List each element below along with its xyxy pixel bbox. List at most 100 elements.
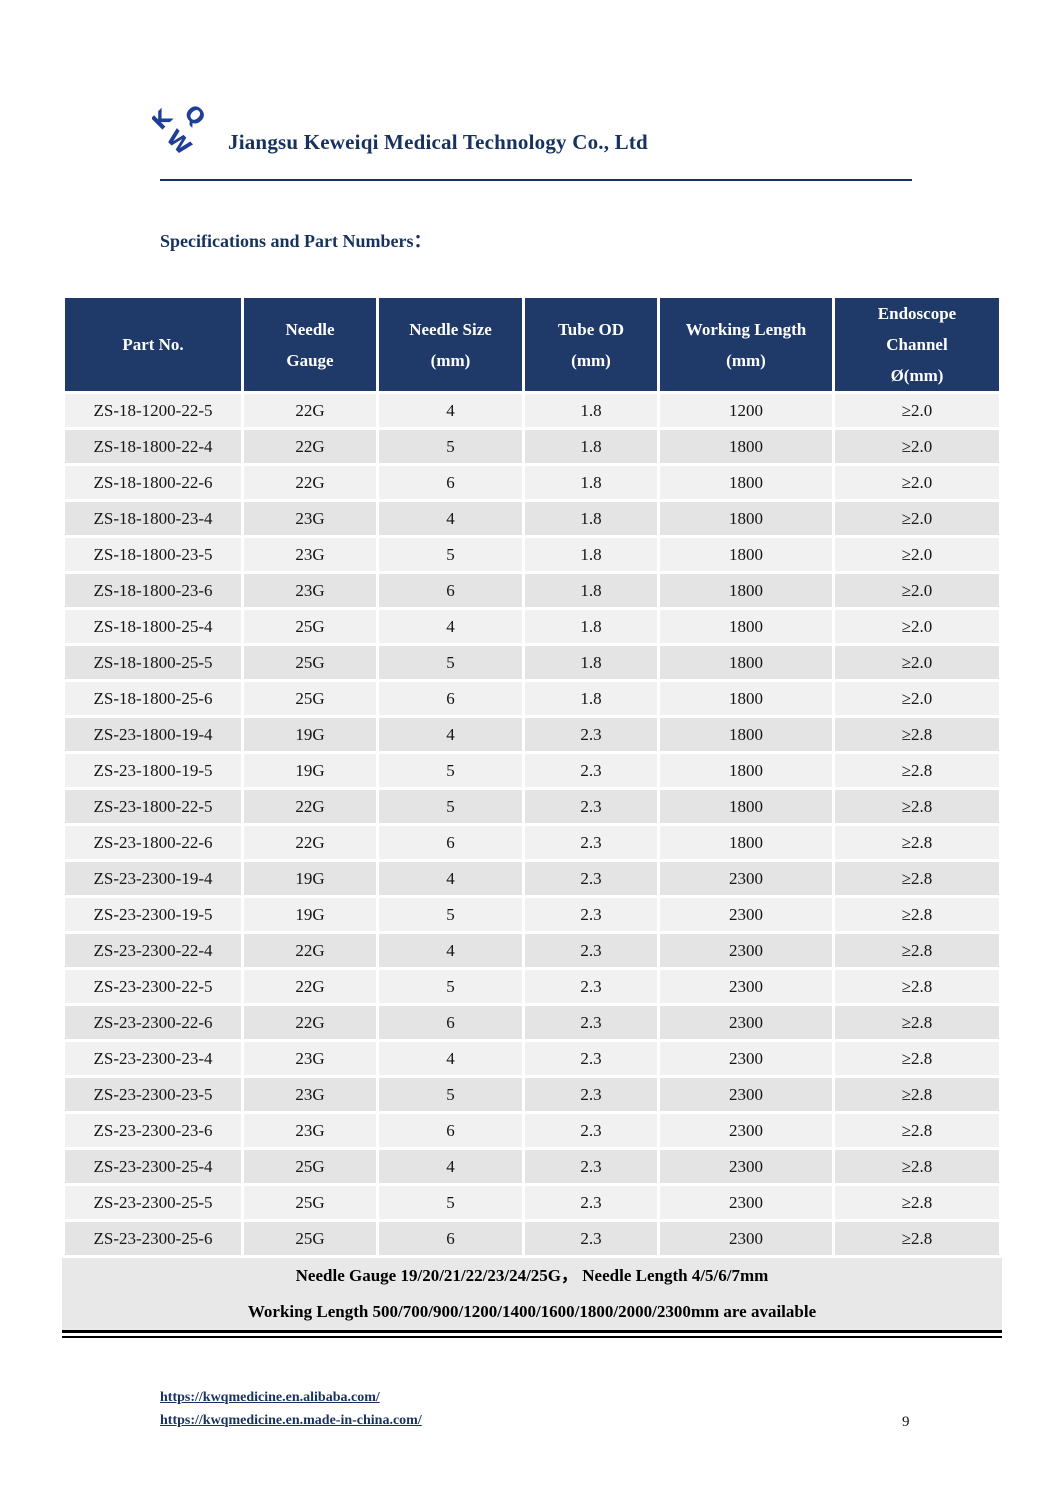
table-row: ZS-18-1800-23-5 23G 5 1.8 1800 ≥2.0 xyxy=(65,538,999,571)
table-cell: 1800 xyxy=(660,466,832,499)
table-cell: 22G xyxy=(244,826,376,859)
made-in-china-link[interactable]: https://kwqmedicine.en.made-in-china.com… xyxy=(160,1413,422,1428)
table-cell: 5 xyxy=(379,754,522,787)
column-header: Endoscope Channel Ø(mm) xyxy=(835,298,999,391)
table-cell: 1800 xyxy=(660,790,832,823)
table-row: ZS-23-2300-19-4 19G 4 2.3 2300 ≥2.8 xyxy=(65,862,999,895)
spec-table-wrapper: Part No. Needle Gauge Needle Size (mm) Tube O… xyxy=(62,295,1002,1338)
table-cell: 6 xyxy=(379,1222,522,1255)
table-row: ZS-23-1800-22-5 22G 5 2.3 1800 ≥2.8 xyxy=(65,790,999,823)
table-cell: ≥2.8 xyxy=(835,826,999,859)
table-cell: 1800 xyxy=(660,502,832,535)
table-cell: 6 xyxy=(379,1006,522,1039)
table-cell: ZS-23-2300-22-5 xyxy=(65,970,241,1003)
table-cell: ZS-23-1800-22-6 xyxy=(65,826,241,859)
table-cell: ZS-23-2300-25-6 xyxy=(65,1222,241,1255)
table-cell: ZS-18-1800-22-6 xyxy=(65,466,241,499)
table-cell: 23G xyxy=(244,1114,376,1147)
table-cell: 1800 xyxy=(660,610,832,643)
table-cell: 23G xyxy=(244,1078,376,1111)
table-cell: 5 xyxy=(379,538,522,571)
table-cell: ZS-23-2300-23-6 xyxy=(65,1114,241,1147)
table-cell: 5 xyxy=(379,1078,522,1111)
table-cell: ZS-18-1800-23-6 xyxy=(65,574,241,607)
table-cell: ZS-23-2300-19-5 xyxy=(65,898,241,931)
table-cell: ≥2.8 xyxy=(835,1222,999,1255)
table-cell: ≥2.8 xyxy=(835,898,999,931)
table-cell: ZS-18-1800-23-4 xyxy=(65,502,241,535)
table-cell: ZS-23-1800-19-5 xyxy=(65,754,241,787)
table-cell: 2.3 xyxy=(525,934,657,967)
table-cell: 5 xyxy=(379,898,522,931)
table-cell: 23G xyxy=(244,502,376,535)
table-cell: 2.3 xyxy=(525,718,657,751)
table-cell: 23G xyxy=(244,538,376,571)
column-header: Part No. xyxy=(65,298,241,391)
spec-table: Part No. Needle Gauge Needle Size (mm) Tube O… xyxy=(62,295,1002,1258)
table-cell: 2300 xyxy=(660,1222,832,1255)
table-row: ZS-23-1800-19-4 19G 4 2.3 1800 ≥2.8 xyxy=(65,718,999,751)
logo-letter-q: Q xyxy=(179,102,210,131)
table-cell: 4 xyxy=(379,718,522,751)
table-cell: 1800 xyxy=(660,574,832,607)
company-logo-icon: K Q W xyxy=(152,102,210,160)
table-cell: 2300 xyxy=(660,970,832,1003)
table-cell: 6 xyxy=(379,826,522,859)
header-divider xyxy=(160,179,912,181)
table-cell: 2.3 xyxy=(525,1222,657,1255)
table-row: ZS-23-2300-25-4 25G 4 2.3 2300 ≥2.8 xyxy=(65,1150,999,1183)
table-cell: ≥2.8 xyxy=(835,1186,999,1219)
table-cell: 1800 xyxy=(660,682,832,715)
table-cell: 22G xyxy=(244,934,376,967)
table-cell: ≥2.0 xyxy=(835,538,999,571)
table-row: ZS-23-1800-22-6 22G 6 2.3 1800 ≥2.8 xyxy=(65,826,999,859)
alibaba-link[interactable]: https://kwqmedicine.en.alibaba.com/ xyxy=(160,1390,380,1405)
column-header: Working Length (mm) xyxy=(660,298,832,391)
table-cell: ≥2.8 xyxy=(835,1042,999,1075)
table-cell: ZS-23-2300-25-5 xyxy=(65,1186,241,1219)
table-cell: 19G xyxy=(244,754,376,787)
table-cell: 19G xyxy=(244,718,376,751)
table-cell: 1800 xyxy=(660,826,832,859)
table-cell: 1800 xyxy=(660,430,832,463)
footer-links: https://kwqmedicine.en.alibaba.com/ http… xyxy=(160,1386,422,1432)
table-cell: ≥2.0 xyxy=(835,466,999,499)
table-cell: 25G xyxy=(244,1222,376,1255)
note-line-gauge: Needle Gauge 19/20/21/22/23/24/25G， Need… xyxy=(295,1266,769,1285)
table-cell: ZS-23-2300-22-4 xyxy=(65,934,241,967)
table-cell: 1.8 xyxy=(525,430,657,463)
table-cell: 1200 xyxy=(660,394,832,427)
table-cell: 2.3 xyxy=(525,790,657,823)
table-cell: 6 xyxy=(379,466,522,499)
table-cell: 23G xyxy=(244,1042,376,1075)
table-cell: 2300 xyxy=(660,1006,832,1039)
table-cell: 4 xyxy=(379,862,522,895)
table-cell: ZS-23-2300-22-6 xyxy=(65,1006,241,1039)
table-cell: 22G xyxy=(244,790,376,823)
table-cell: 25G xyxy=(244,1186,376,1219)
table-cell: 25G xyxy=(244,610,376,643)
table-row: ZS-23-2300-22-6 22G 6 2.3 2300 ≥2.8 xyxy=(65,1006,999,1039)
header-row: Part No. Needle Gauge Needle Size (mm) Tube O… xyxy=(65,298,999,391)
note-line-length: Working Length 500/700/900/1200/1400/160… xyxy=(247,1302,817,1321)
table-cell: 5 xyxy=(379,1186,522,1219)
table-cell: 2.3 xyxy=(525,1042,657,1075)
table-bottom-double-rule xyxy=(62,1330,1002,1338)
table-cell: 22G xyxy=(244,430,376,463)
table-cell: 2300 xyxy=(660,1114,832,1147)
table-cell: ZS-23-2300-19-4 xyxy=(65,862,241,895)
table-cell: 4 xyxy=(379,610,522,643)
table-row: ZS-23-2300-22-5 22G 5 2.3 2300 ≥2.8 xyxy=(65,970,999,1003)
table-cell: 23G xyxy=(244,574,376,607)
table-cell: 22G xyxy=(244,466,376,499)
table-row: ZS-18-1800-23-4 23G 4 1.8 1800 ≥2.0 xyxy=(65,502,999,535)
table-cell: ≥2.0 xyxy=(835,502,999,535)
table-cell: 2.3 xyxy=(525,862,657,895)
table-cell: ZS-23-1800-22-5 xyxy=(65,790,241,823)
table-cell: ≥2.8 xyxy=(835,754,999,787)
table-cell: 4 xyxy=(379,1042,522,1075)
table-cell: 19G xyxy=(244,898,376,931)
table-cell: 2.3 xyxy=(525,898,657,931)
table-row: ZS-23-2300-23-4 23G 4 2.3 2300 ≥2.8 xyxy=(65,1042,999,1075)
